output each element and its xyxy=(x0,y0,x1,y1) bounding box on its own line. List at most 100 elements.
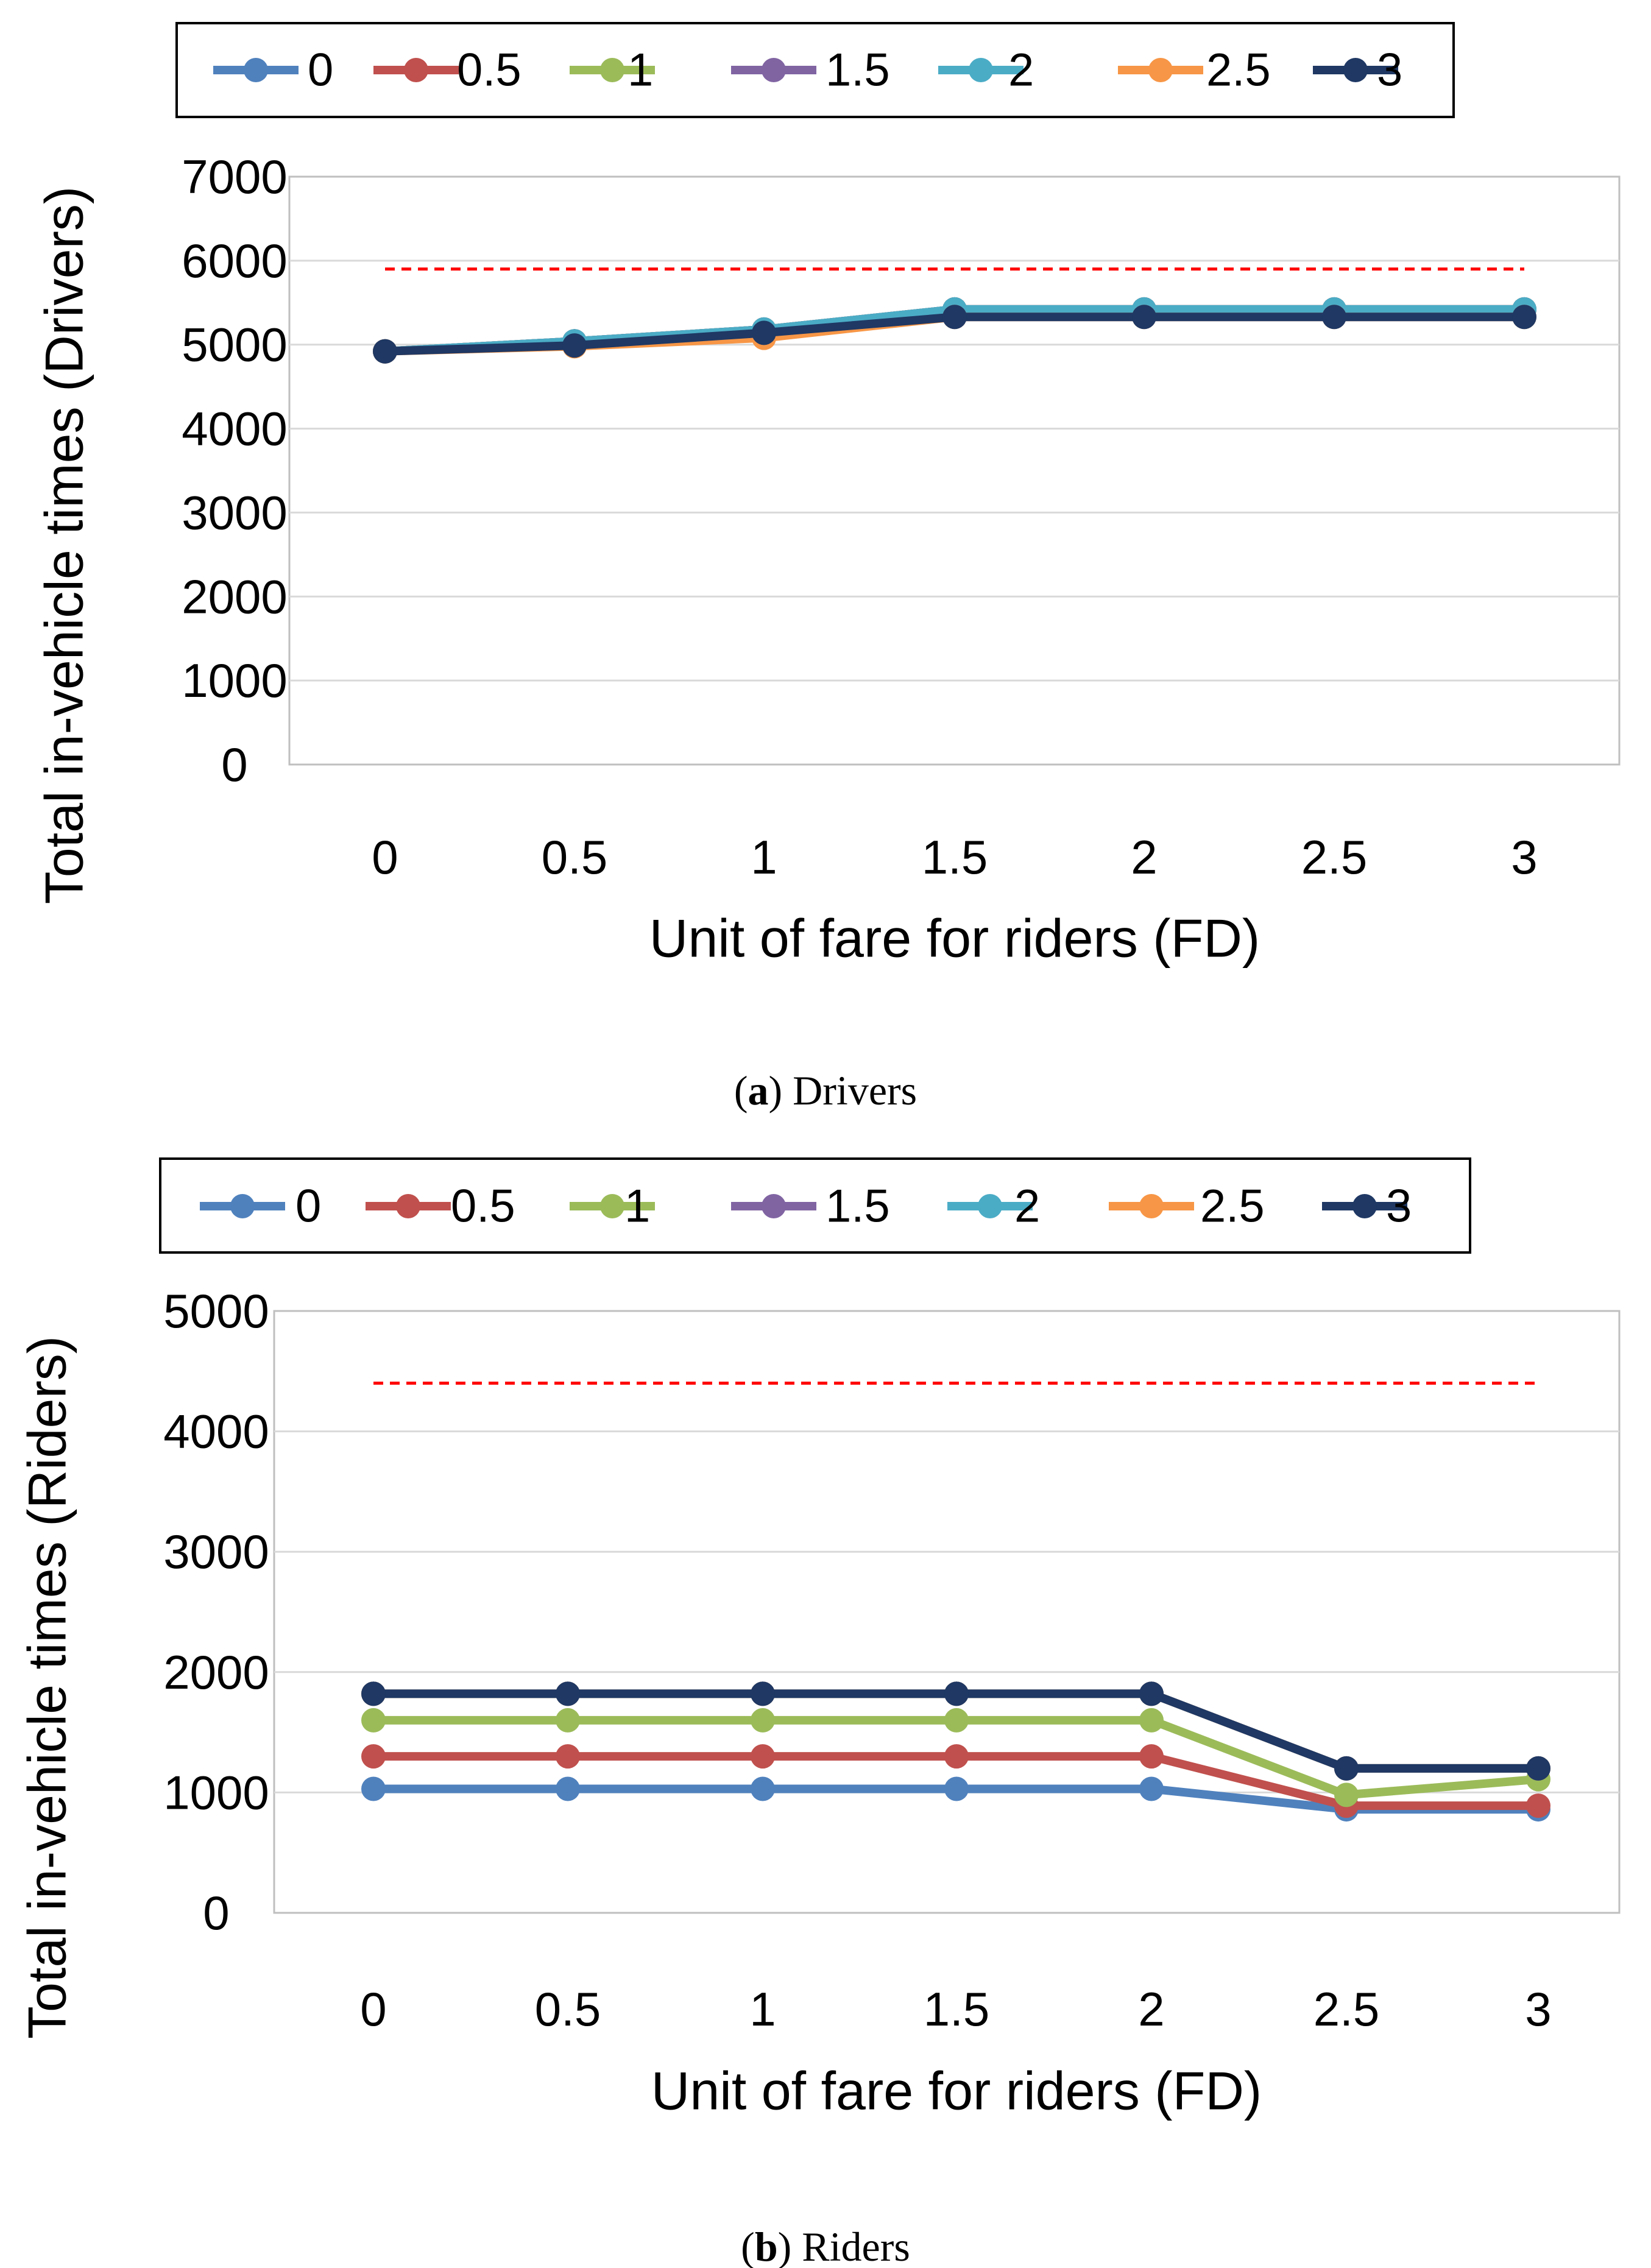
data-point xyxy=(944,1681,969,1706)
data-point xyxy=(556,1681,580,1706)
data-point xyxy=(944,1776,969,1801)
y-axis-title: Total in-vehicle times (Riders) xyxy=(17,1336,77,2039)
legend-label: 2.5 xyxy=(1206,44,1271,96)
y-tick-label: 6000 xyxy=(182,234,288,288)
series-3 xyxy=(361,1681,1550,1781)
legend-swatch-marker xyxy=(969,58,993,82)
x-tick-label: 2 xyxy=(1138,1982,1164,2036)
legend-label: 0.5 xyxy=(451,1181,515,1232)
x-axis-title: Unit of fare for riders (FD) xyxy=(649,908,1260,969)
x-tick-label: 3 xyxy=(1525,1982,1551,2036)
x-tick-label: 2.5 xyxy=(1301,830,1367,884)
caption-letter: b xyxy=(755,2224,778,2268)
data-point xyxy=(556,1776,580,1801)
legend-label: 3 xyxy=(1386,1181,1412,1232)
legend-swatch-marker xyxy=(244,58,268,82)
legend: 0 0.5 1 1.5 2 2.5 3 xyxy=(159,1157,1471,1254)
legend-swatch-marker xyxy=(396,1194,420,1218)
legend-swatch-marker xyxy=(230,1194,255,1218)
y-tick-label: 2000 xyxy=(182,570,288,623)
legend-swatch-marker xyxy=(404,58,428,82)
y-tick-label: 7000 xyxy=(182,150,288,203)
data-point xyxy=(1334,1756,1359,1781)
x-tick-label: 0.5 xyxy=(535,1982,601,2036)
chart-drivers: 0 1000 2000 3000 4000 5000 6000 7000 0 0.5 1 1.5 2 2.… xyxy=(34,22,1621,1114)
y-tick-label: 1000 xyxy=(182,654,288,707)
data-point xyxy=(944,1708,969,1733)
x-tick-label: 2 xyxy=(1131,830,1157,884)
legend-swatch-marker xyxy=(1139,1194,1164,1218)
legend-swatch-marker xyxy=(600,58,624,82)
x-tick-label: 1.5 xyxy=(922,830,988,884)
data-point xyxy=(752,320,776,345)
x-axis-title: Unit of fare for riders (FD) xyxy=(651,2061,1262,2121)
caption-text: ) Riders xyxy=(778,2224,910,2268)
legend-label: 2 xyxy=(1014,1181,1040,1232)
data-point xyxy=(1139,1776,1164,1801)
y-tick-label: 0 xyxy=(221,738,247,791)
y-tick-label: 0 xyxy=(203,1886,229,1940)
data-point xyxy=(373,339,397,364)
y-tick-label: 3000 xyxy=(182,486,288,539)
caption: (a) Drivers xyxy=(734,1067,917,1114)
caption-text: ) Drivers xyxy=(769,1067,917,1114)
data-point xyxy=(1512,305,1536,330)
data-point xyxy=(1139,1681,1164,1706)
legend-label: 0 xyxy=(308,44,333,96)
data-point xyxy=(942,305,967,330)
legend-swatch-marker xyxy=(762,1194,786,1218)
caption-letter: a xyxy=(748,1067,769,1114)
chart-riders: 0 1000 2000 3000 4000 5000 0 0.5 1 1.5 2 2.5 3 0 0.5 1 1… xyxy=(17,1157,1621,2268)
series-3 xyxy=(373,305,1536,364)
legend-label: 2.5 xyxy=(1200,1181,1265,1232)
x-tick-label: 2.5 xyxy=(1313,1982,1379,2036)
x-tick-label: 0 xyxy=(372,830,398,884)
legend-label: 0.5 xyxy=(457,44,521,96)
legend-swatch-marker xyxy=(978,1194,1002,1218)
legend-swatch-marker xyxy=(1352,1194,1377,1218)
plot-area xyxy=(273,1310,1621,1914)
data-point xyxy=(361,1776,386,1801)
legend-swatch-marker xyxy=(1148,58,1173,82)
legend-label: 0 xyxy=(295,1181,321,1232)
caption-open: ( xyxy=(741,2224,755,2268)
x-tick-label: 1 xyxy=(749,1982,776,2036)
x-tick-label: 0 xyxy=(360,1982,386,2036)
data-point xyxy=(361,1744,386,1769)
caption-open: ( xyxy=(734,1067,748,1114)
data-point xyxy=(751,1744,775,1769)
x-tick-label: 1 xyxy=(751,830,777,884)
data-point xyxy=(1334,1782,1359,1807)
data-point xyxy=(1322,305,1346,330)
data-point xyxy=(944,1744,969,1769)
x-tick-label: 1.5 xyxy=(924,1982,989,2036)
plot-area xyxy=(288,175,1621,766)
y-tick-label: 2000 xyxy=(163,1645,269,1699)
data-point xyxy=(361,1708,386,1733)
data-point xyxy=(562,333,587,358)
data-point xyxy=(1139,1708,1164,1733)
data-point xyxy=(751,1681,775,1706)
data-point xyxy=(1526,1756,1550,1781)
legend-label: 3 xyxy=(1377,44,1402,96)
y-tick-label: 5000 xyxy=(182,318,288,372)
series-1 xyxy=(361,1708,1550,1807)
data-point xyxy=(1132,305,1156,330)
legend: 0 0.5 1 1.5 2 2.5 3 xyxy=(175,22,1455,118)
data-point xyxy=(751,1776,775,1801)
data-point xyxy=(556,1744,580,1769)
y-tick-label: 5000 xyxy=(163,1284,269,1338)
x-tick-label: 3 xyxy=(1511,830,1537,884)
legend-label: 1 xyxy=(628,44,653,96)
data-point xyxy=(361,1681,386,1706)
legend-swatch-marker xyxy=(600,1194,624,1218)
y-axis-title: Total in-vehicle times (Drivers) xyxy=(34,186,94,904)
data-point xyxy=(1139,1744,1164,1769)
data-point xyxy=(1526,1793,1550,1818)
y-tick-label: 3000 xyxy=(163,1525,269,1578)
x-tick-label: 0.5 xyxy=(542,830,607,884)
caption: (b) Riders xyxy=(741,2224,910,2268)
legend-label: 2 xyxy=(1008,44,1034,96)
y-tick-label: 1000 xyxy=(163,1765,269,1819)
